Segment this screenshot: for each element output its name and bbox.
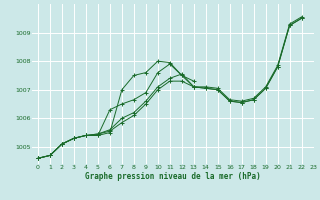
X-axis label: Graphe pression niveau de la mer (hPa): Graphe pression niveau de la mer (hPa) (85, 172, 261, 181)
